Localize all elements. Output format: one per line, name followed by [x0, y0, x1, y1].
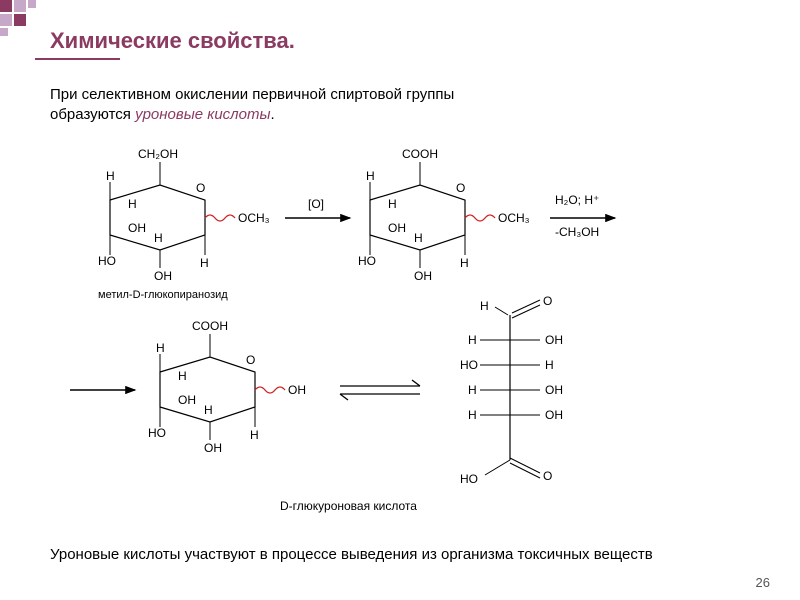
svg-text:HO: HO	[460, 358, 478, 372]
reaction-diagram: O CH₂OH H HO OH H H H OH OCH₃ метил-D-гл…	[50, 140, 750, 520]
svg-text:OH: OH	[154, 269, 172, 283]
svg-text:HO: HO	[98, 254, 116, 268]
svg-text:OH: OH	[178, 393, 196, 407]
svg-text:H: H	[128, 197, 137, 211]
svg-text:H: H	[388, 197, 397, 211]
svg-text:CH₂OH: CH₂OH	[138, 147, 178, 161]
svg-text:OH: OH	[545, 408, 563, 422]
svg-text:OH: OH	[388, 221, 406, 235]
svg-text:H: H	[366, 169, 375, 183]
svg-text:H: H	[414, 231, 423, 245]
intro-line1: При селективном окислении первичной спир…	[50, 86, 454, 103]
structure-2: O COOH H HO OH H H H OH OCH₃	[358, 147, 530, 283]
svg-text:OCH₃: OCH₃	[498, 211, 530, 225]
svg-text:H: H	[106, 169, 115, 183]
svg-text:HO: HO	[148, 426, 166, 440]
svg-text:OH: OH	[545, 383, 563, 397]
intro-line2-prefix: образуются	[50, 106, 135, 123]
svg-text:H: H	[156, 341, 165, 355]
svg-text:COOH: COOH	[402, 147, 438, 161]
svg-text:OH: OH	[204, 441, 222, 455]
svg-text:OH: OH	[128, 221, 146, 235]
svg-text:OH: OH	[288, 383, 306, 397]
svg-text:O: O	[543, 469, 552, 483]
svg-text:H: H	[250, 428, 259, 442]
svg-text:H: H	[200, 256, 209, 270]
final-compound-label: D-глюкуроновая кислота	[280, 499, 417, 513]
slide-title: Химические свойства.	[50, 28, 295, 54]
svg-text:OH: OH	[414, 269, 432, 283]
svg-text:[O]: [O]	[308, 197, 324, 211]
intro-highlight: уроновые кислоты	[135, 106, 270, 123]
svg-text:OH: OH	[545, 333, 563, 347]
svg-text:HO: HO	[460, 472, 478, 486]
svg-text:H: H	[545, 358, 554, 372]
svg-text:O: O	[456, 181, 465, 195]
svg-text:HO: HO	[358, 254, 376, 268]
svg-text:H: H	[480, 299, 489, 313]
svg-text:-CH₃OH: -CH₃OH	[555, 225, 599, 239]
svg-text:метил-D-глюкопиранозид: метил-D-глюкопиранозид	[98, 289, 228, 301]
footer-note: Уроновые кислоты участвуют в процессе вы…	[50, 545, 653, 565]
structure-1: O CH₂OH H HO OH H H H OH OCH₃ метил-D-гл…	[98, 147, 270, 301]
structure-4-fischer: H O H OH HO H H OH H OH HO O	[460, 294, 563, 486]
svg-text:H: H	[468, 408, 477, 422]
svg-text:H: H	[468, 333, 477, 347]
structure-3: O COOH H HO OH H H H OH OH	[148, 319, 306, 455]
page-number: 26	[756, 575, 770, 590]
svg-text:O: O	[246, 353, 255, 367]
svg-text:H₂O; H⁺: H₂O; H⁺	[555, 193, 599, 207]
svg-text:O: O	[543, 294, 552, 308]
equilibrium-arrow	[340, 380, 420, 400]
intro-text: При селективном окислении первичной спир…	[50, 85, 454, 126]
svg-text:COOH: COOH	[192, 319, 228, 333]
svg-text:O: O	[196, 181, 205, 195]
svg-text:H: H	[468, 383, 477, 397]
svg-text:OCH₃: OCH₃	[238, 211, 270, 225]
svg-text:H: H	[178, 369, 187, 383]
svg-text:H: H	[460, 256, 469, 270]
svg-text:H: H	[154, 231, 163, 245]
svg-text:H: H	[204, 403, 213, 417]
intro-line2-suffix: .	[271, 106, 275, 123]
